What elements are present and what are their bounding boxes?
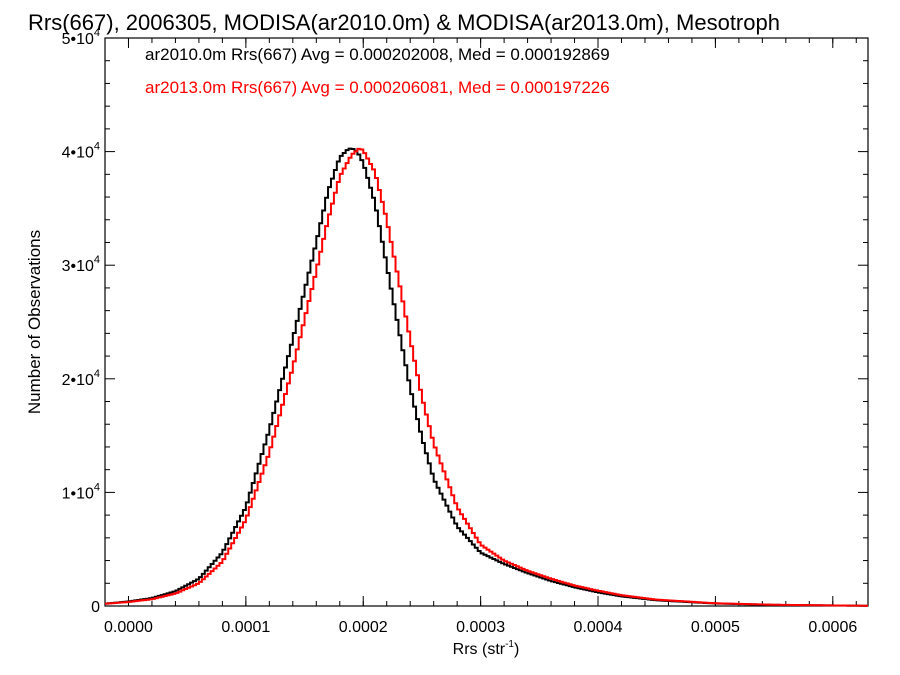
y-axis-label: Number of Observations [25, 230, 44, 414]
legend-entry-ar2013: ar2013.0m Rrs(667) Avg = 0.000206081, Me… [145, 78, 610, 97]
x-tick-label: 0.0003 [456, 619, 505, 636]
plot-frame [104, 37, 869, 607]
x-tick-label: 0.0002 [339, 619, 388, 636]
y-tick-label: 4•104 [62, 141, 100, 162]
chart-title: Rrs(667), 2006305, MODISA(ar2010.0m) & M… [28, 10, 780, 35]
y-tick-label: 3•104 [62, 254, 100, 275]
x-axis-label-main: Rrs (str [453, 641, 506, 658]
x-axis-label-end: ) [514, 641, 519, 658]
series-ar2013-line [105, 147, 868, 607]
x-tick-label: 0.0006 [808, 619, 857, 636]
y-tick-label: 5•104 [62, 27, 100, 48]
x-axis: 0.0000 0.0001 0.0002 0.0003 0.0004 0.0005 0.00… [104, 38, 857, 636]
y-tick-label: 2•104 [62, 368, 100, 389]
series-layer [105, 147, 868, 607]
x-tick-label: 0.0001 [221, 619, 270, 636]
x-tick-label: 0.0000 [104, 619, 153, 636]
x-axis-label-sup: -1 [505, 639, 514, 650]
x-axis-label: Rrs (str-1) [453, 639, 520, 658]
x-tick-label: 0.0004 [574, 619, 623, 636]
x-tick-label: 0.0005 [691, 619, 740, 636]
y-tick-label: 1•104 [62, 481, 100, 502]
legend-entry-ar2010: ar2010.0m Rrs(667) Avg = 0.000202008, Me… [145, 45, 610, 64]
series-ar2010-line [105, 147, 868, 607]
y-axis: 0 1•104 2•104 3•104 4•104 5•104 [62, 27, 868, 616]
y-tick-label: 0 [91, 599, 100, 616]
